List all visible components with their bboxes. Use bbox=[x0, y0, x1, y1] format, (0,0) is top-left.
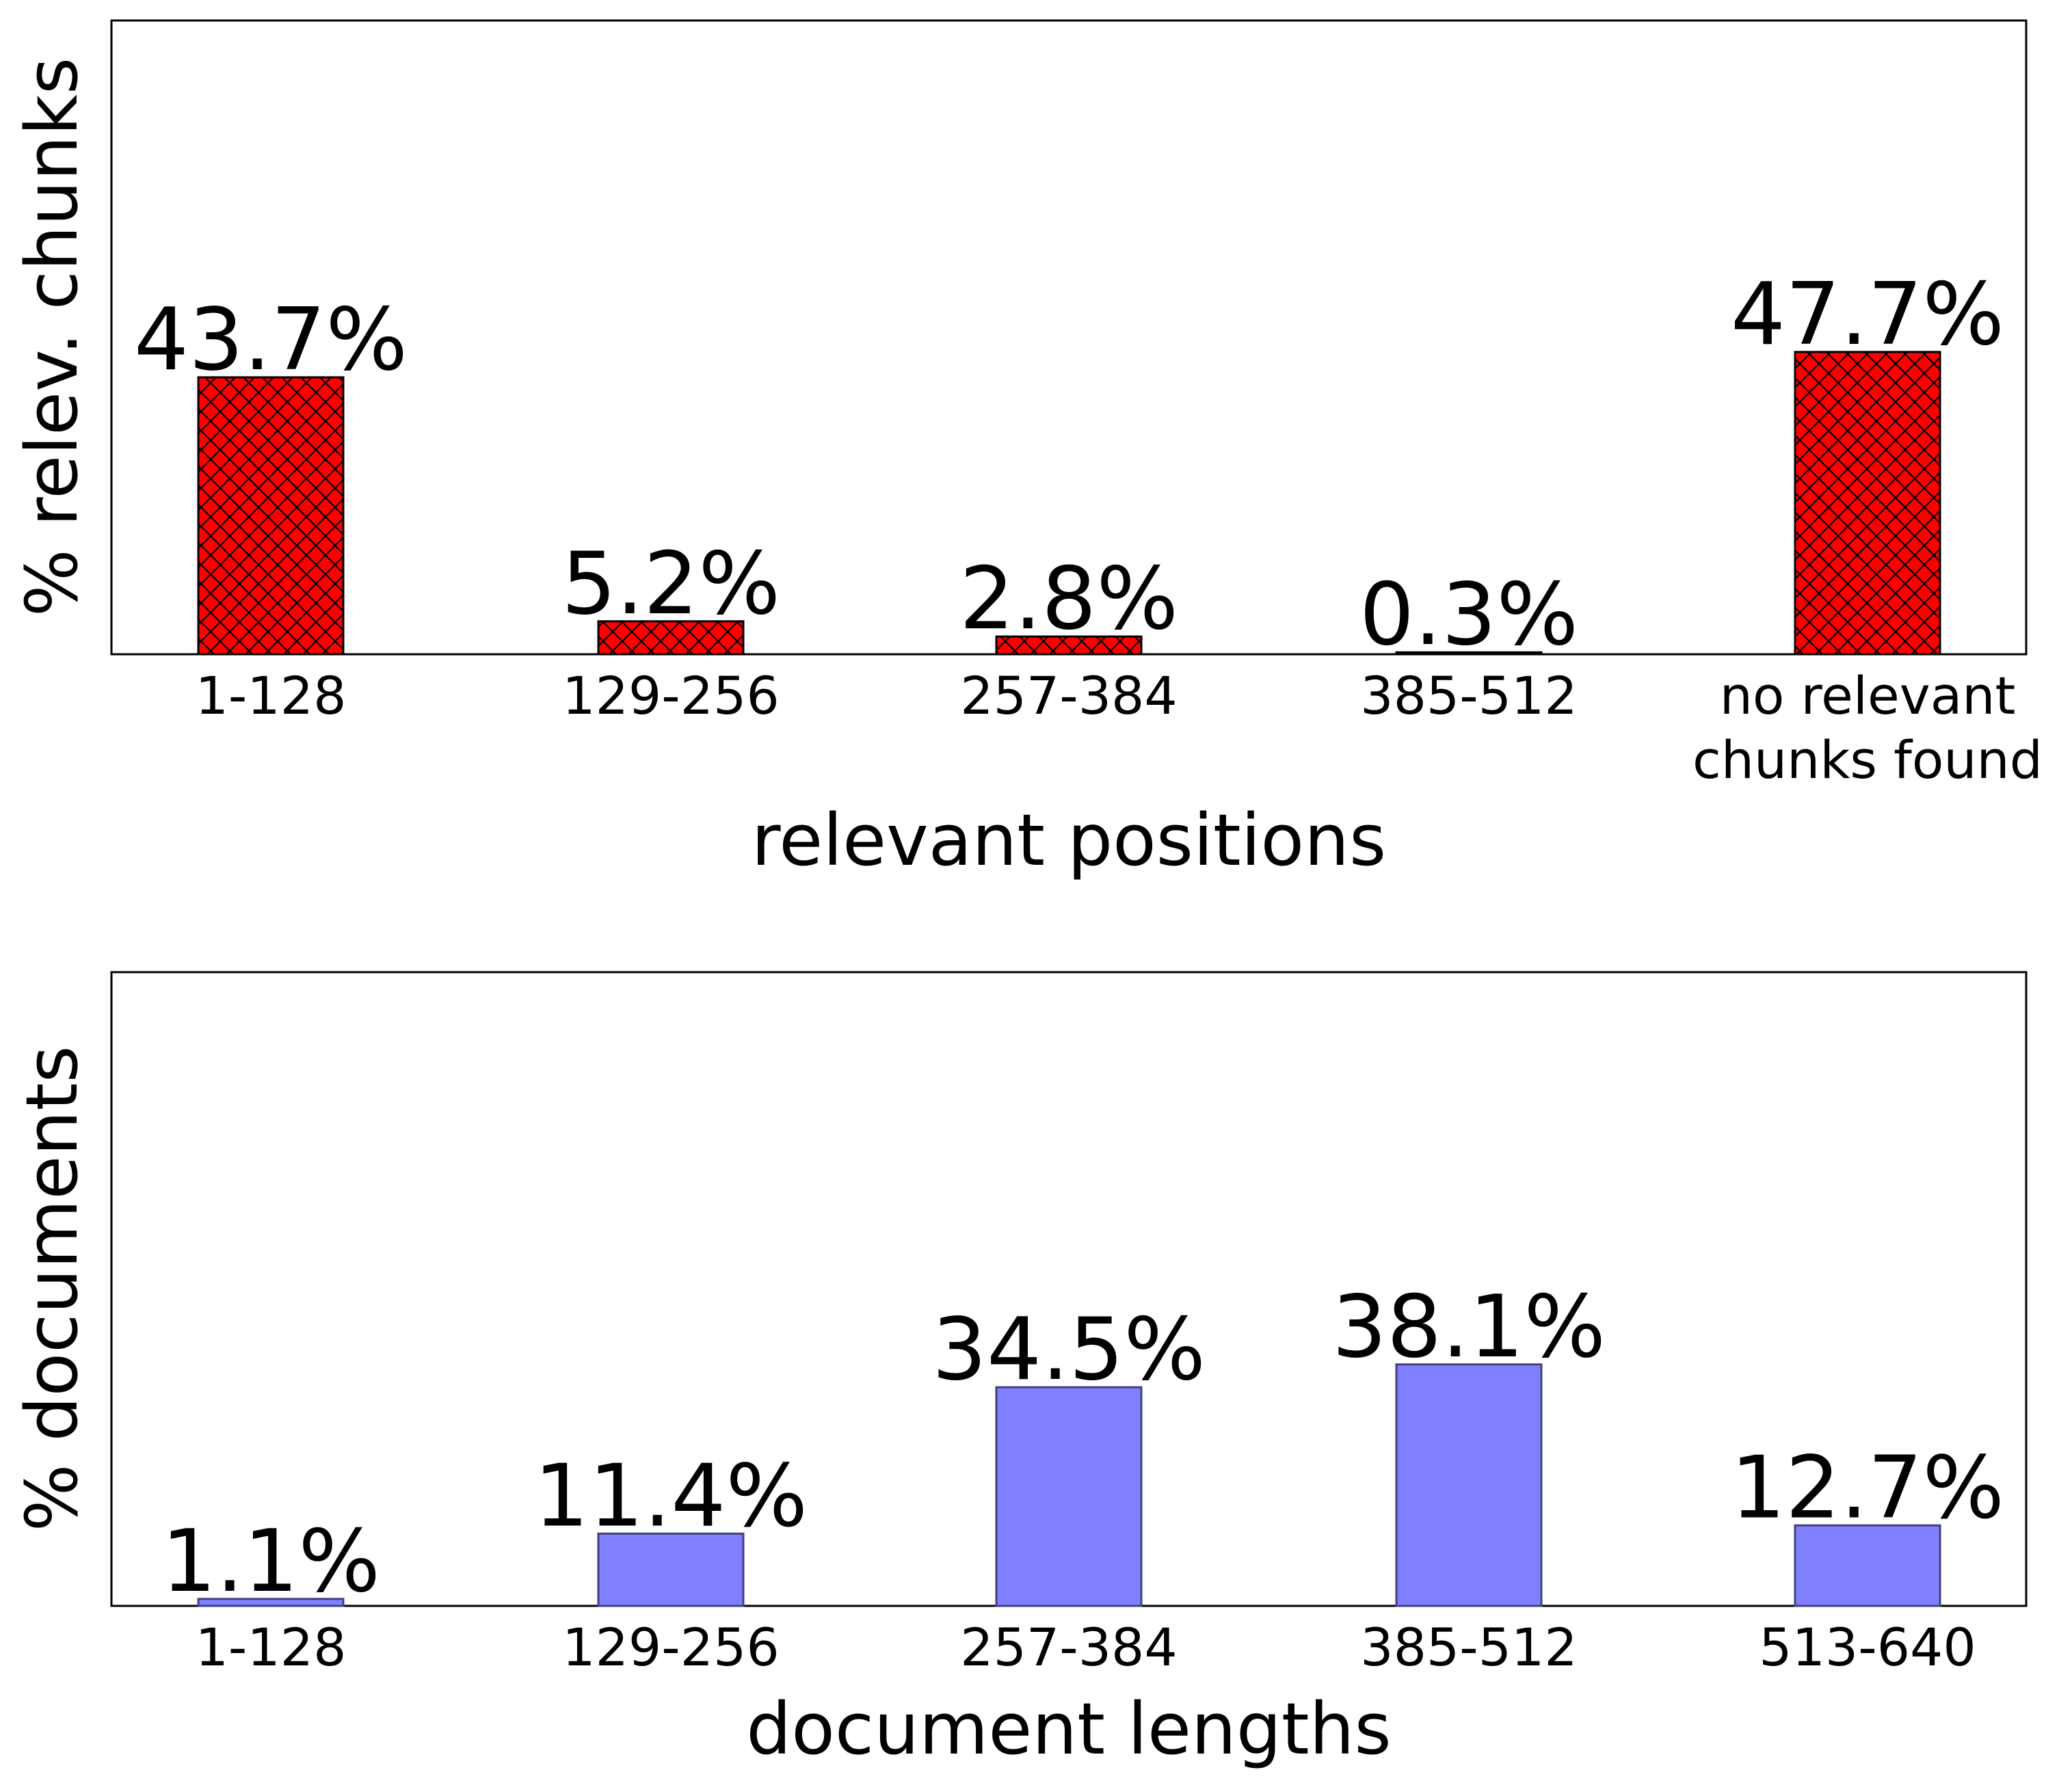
top-bar-3 bbox=[995, 635, 1143, 656]
top-data-label-2: 5.2% bbox=[561, 533, 780, 634]
top-bar-2 bbox=[597, 620, 745, 656]
top-x-tick-label-1: 1-128 bbox=[196, 665, 347, 726]
bottom-bars bbox=[197, 1363, 1941, 1607]
bottom-x-tick-labels: 1-128 129-256 257-384 385-512 513-640 bbox=[196, 1617, 1976, 1678]
bottom-chart: 1.1% 11.4% 34.5% 38.1% 12.7% 1-128 129-256 257… bbox=[10, 971, 2028, 1771]
top-x-tick-label-2: 129-256 bbox=[562, 665, 780, 726]
top-y-axis-label: % relev. chunks bbox=[10, 57, 94, 617]
top-x-tick-label-5: no relevant chunks found bbox=[1692, 665, 2043, 790]
bottom-x-tick-label-1: 1-128 bbox=[196, 1617, 347, 1678]
bottom-data-label-3: 34.5% bbox=[932, 1299, 1206, 1399]
top-chart: 43.7% 5.2% 2.8% 0.3% 47.7% 1-128 129-256 257-3… bbox=[10, 19, 2043, 882]
top-x-tick-label-3: 257-384 bbox=[960, 665, 1178, 726]
top-bars bbox=[197, 351, 1941, 656]
bottom-x-tick-label-5: 513-640 bbox=[1759, 1617, 1976, 1678]
bottom-x-tick-label-2: 129-256 bbox=[562, 1617, 780, 1678]
top-x-tick-labels: 1-128 129-256 257-384 385-512 no relevant chu… bbox=[196, 665, 2043, 790]
top-data-labels: 43.7% 5.2% 2.8% 0.3% 47.7% bbox=[134, 264, 2004, 665]
top-x-tick-label-4: 385-512 bbox=[1360, 665, 1578, 726]
top-data-label-3: 2.8% bbox=[959, 548, 1178, 649]
bottom-x-tick-label-3: 257-384 bbox=[960, 1617, 1178, 1678]
bottom-data-label-4: 38.1% bbox=[1332, 1276, 1606, 1377]
bottom-y-axis-label: % documents bbox=[10, 1046, 94, 1532]
bottom-x-axis-label: document lengths bbox=[746, 1687, 1391, 1771]
top-bar-5 bbox=[1794, 351, 1941, 656]
bottom-data-label-5: 12.7% bbox=[1731, 1437, 2004, 1538]
top-data-label-4: 0.3% bbox=[1359, 564, 1578, 665]
bottom-bar-1 bbox=[197, 1598, 345, 1607]
top-bar-4 bbox=[1395, 651, 1543, 656]
bottom-bar-2 bbox=[597, 1532, 745, 1607]
bottom-data-labels: 1.1% 11.4% 34.5% 38.1% 12.7% bbox=[161, 1276, 2004, 1611]
bottom-bar-3 bbox=[995, 1386, 1143, 1607]
bottom-x-tick-label-4: 385-512 bbox=[1360, 1617, 1578, 1678]
bottom-data-label-2: 11.4% bbox=[534, 1445, 808, 1546]
top-data-label-5: 47.7% bbox=[1731, 264, 2004, 364]
bottom-bar-4 bbox=[1395, 1363, 1543, 1607]
top-data-label-1: 43.7% bbox=[134, 289, 408, 390]
top-bar-1 bbox=[197, 376, 345, 656]
top-x-axis-label: relevant positions bbox=[752, 798, 1386, 882]
bottom-bar-5 bbox=[1794, 1524, 1941, 1607]
bottom-data-label-1: 1.1% bbox=[161, 1511, 380, 1611]
